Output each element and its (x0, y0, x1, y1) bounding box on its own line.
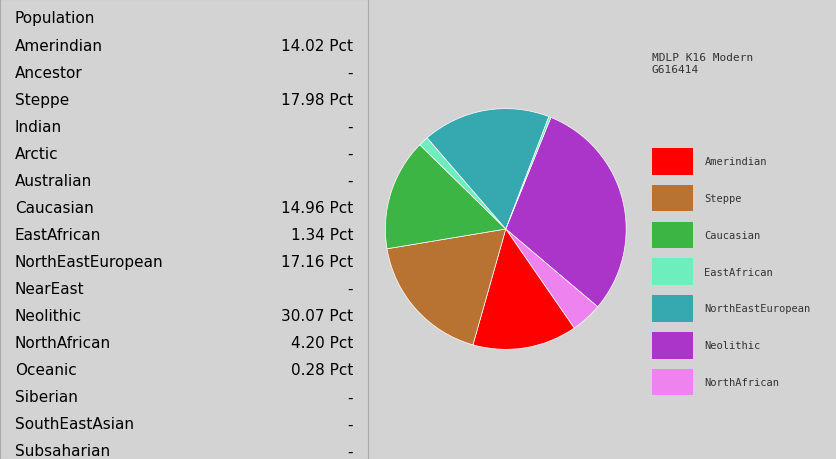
Text: Subsaharian: Subsaharian (15, 443, 110, 459)
FancyBboxPatch shape (652, 222, 693, 249)
Text: 17.16 Pct: 17.16 Pct (281, 254, 353, 269)
Text: NorthAfrican: NorthAfrican (15, 336, 111, 350)
Text: Arctic: Arctic (15, 146, 59, 162)
Text: Siberian: Siberian (15, 390, 78, 404)
Text: 1.34 Pct: 1.34 Pct (291, 228, 353, 242)
Text: Oceanic: Oceanic (15, 363, 76, 377)
Text: Australian: Australian (15, 174, 92, 189)
Wedge shape (506, 230, 598, 328)
Text: -: - (348, 174, 353, 189)
Text: Ancestor: Ancestor (15, 66, 83, 80)
Text: 17.98 Pct: 17.98 Pct (281, 92, 353, 107)
Text: Population: Population (15, 11, 95, 27)
Text: Amerindian: Amerindian (704, 157, 767, 167)
Text: 30.07 Pct: 30.07 Pct (281, 308, 353, 324)
Text: 14.96 Pct: 14.96 Pct (281, 201, 353, 215)
Text: Caucasian: Caucasian (704, 230, 761, 241)
Text: NorthAfrican: NorthAfrican (704, 377, 779, 387)
FancyBboxPatch shape (652, 369, 693, 396)
Text: EastAfrican: EastAfrican (704, 267, 773, 277)
Text: Amerindian: Amerindian (15, 39, 103, 53)
Text: 0.28 Pct: 0.28 Pct (291, 363, 353, 377)
Text: -: - (348, 416, 353, 431)
Text: -: - (348, 390, 353, 404)
Wedge shape (387, 230, 506, 345)
Text: EastAfrican: EastAfrican (15, 228, 101, 242)
Text: SouthEastAsian: SouthEastAsian (15, 416, 134, 431)
FancyBboxPatch shape (652, 332, 693, 359)
Text: Neolithic: Neolithic (704, 341, 761, 351)
Wedge shape (420, 139, 506, 230)
Wedge shape (385, 146, 506, 249)
Text: -: - (348, 281, 353, 297)
Text: -: - (348, 443, 353, 459)
Wedge shape (473, 230, 574, 350)
Text: 14.02 Pct: 14.02 Pct (281, 39, 353, 53)
FancyBboxPatch shape (652, 296, 693, 322)
Text: MDLP K16 Modern
G616414: MDLP K16 Modern G616414 (652, 53, 753, 75)
Text: Steppe: Steppe (704, 194, 742, 204)
Wedge shape (506, 118, 551, 230)
Text: Steppe: Steppe (15, 92, 69, 107)
Text: Indian: Indian (15, 119, 62, 134)
Text: -: - (348, 146, 353, 162)
Text: -: - (348, 119, 353, 134)
Wedge shape (427, 109, 549, 230)
Text: 4.20 Pct: 4.20 Pct (291, 336, 353, 350)
Text: Neolithic: Neolithic (15, 308, 82, 324)
FancyBboxPatch shape (652, 185, 693, 212)
FancyBboxPatch shape (652, 259, 693, 285)
Text: NorthEastEuropean: NorthEastEuropean (15, 254, 163, 269)
FancyBboxPatch shape (652, 149, 693, 175)
Text: NorthEastEuropean: NorthEastEuropean (704, 304, 811, 314)
Text: NearEast: NearEast (15, 281, 84, 297)
Text: Caucasian: Caucasian (15, 201, 94, 215)
Text: -: - (348, 66, 353, 80)
Wedge shape (506, 118, 626, 307)
